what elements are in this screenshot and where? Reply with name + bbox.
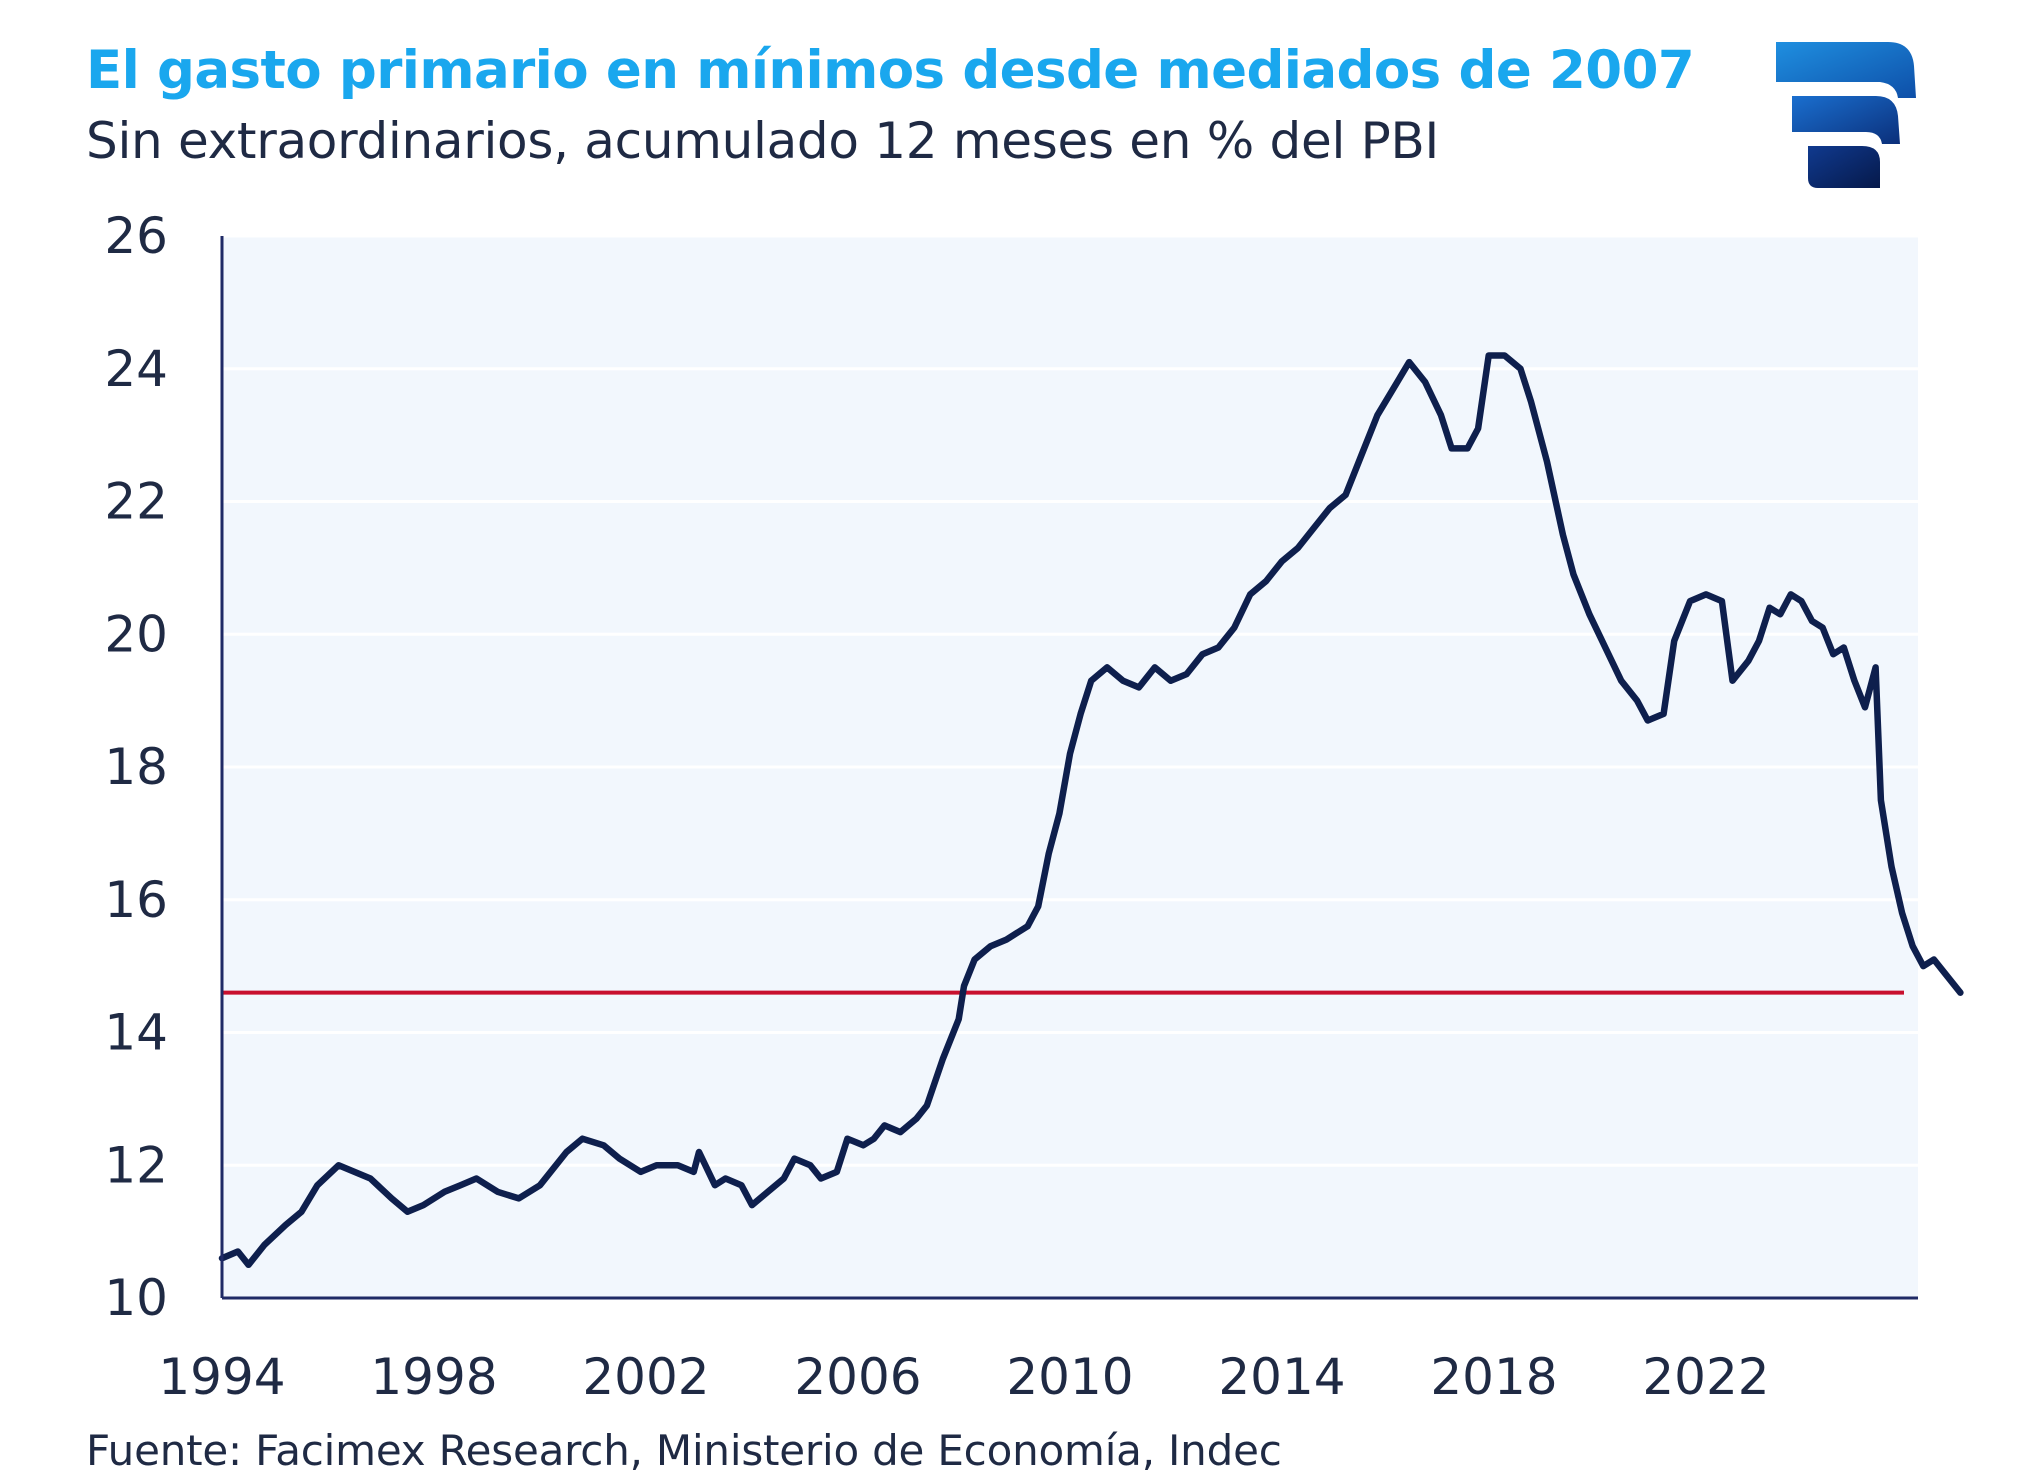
y-tick-label: 22 <box>104 473 168 531</box>
x-tick-label: 2010 <box>1006 1348 1133 1406</box>
y-tick-label: 16 <box>104 871 168 929</box>
gridlines <box>222 234 1918 1167</box>
x-tick-label: 2002 <box>582 1348 709 1406</box>
y-tick-label: 10 <box>104 1269 168 1327</box>
chart-source: Fuente: Facimex Research, Ministerio de … <box>86 1426 1282 1475</box>
y-tick-label: 18 <box>104 738 168 796</box>
y-tick-label: 24 <box>104 340 168 398</box>
chart-subtitle: Sin extraordinarios, acumulado 12 meses … <box>86 112 1439 170</box>
y-tick-label: 20 <box>104 605 168 663</box>
y-tick-label: 26 <box>104 207 168 265</box>
chart-title: El gasto primario en mínimos desde media… <box>86 40 1695 101</box>
logo-band-top <box>1776 42 1916 98</box>
x-tick-label: 1998 <box>370 1348 497 1406</box>
x-tick-label: 2006 <box>794 1348 921 1406</box>
series-line-gasto-primario <box>218 352 1964 1269</box>
logo-band-bottom <box>1808 146 1880 188</box>
x-tick-label: 2018 <box>1430 1348 1557 1406</box>
x-tick-label: 2014 <box>1218 1348 1345 1406</box>
y-tick-label: 12 <box>104 1136 168 1194</box>
x-tick-label: 2022 <box>1642 1348 1769 1406</box>
logo-band-middle <box>1792 96 1900 144</box>
y-axis-ticks: 10 12 14 16 18 20 22 24 26 <box>104 207 168 1327</box>
y-tick-label: 14 <box>104 1004 168 1062</box>
x-axis-ticks: 1994 1998 2002 2006 2010 2014 2018 2022 <box>158 1348 1769 1406</box>
facimex-logo-icon <box>1776 42 1916 188</box>
x-tick-label: 1994 <box>158 1348 285 1406</box>
